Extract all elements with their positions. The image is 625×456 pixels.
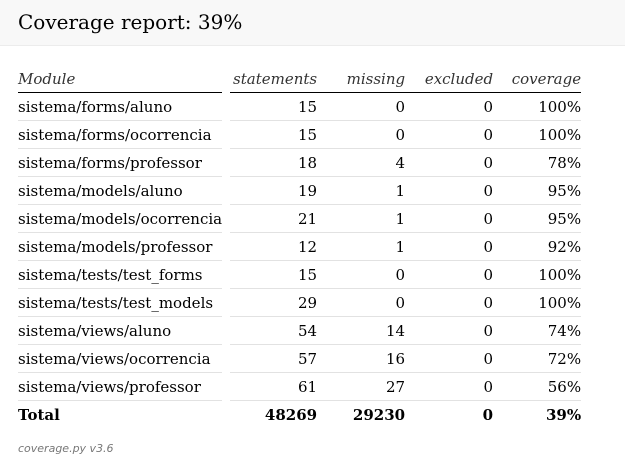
table-row[interactable]: sistema/forms/aluno 15 0 0 100%: [18, 92, 582, 121]
module-name[interactable]: sistema/forms/aluno: [18, 92, 223, 121]
excluded-cell: 0: [405, 232, 494, 261]
table-row[interactable]: sistema/models/professor 12 1 0 92%: [18, 232, 582, 261]
coverage-cell: 100%: [493, 288, 582, 317]
missing-cell: 0: [317, 288, 406, 317]
total-row: Total 48269 29230 0 39%: [18, 401, 581, 430]
module-name[interactable]: sistema/tests/test_forms: [18, 260, 223, 289]
module-name[interactable]: sistema/views/ocorrencia: [18, 344, 223, 373]
column-header-coverage[interactable]: coverage: [493, 66, 582, 93]
missing-cell: 27: [317, 372, 406, 401]
coverage-cell: 92%: [493, 232, 582, 261]
missing-cell: 4: [317, 148, 406, 177]
table-row[interactable]: sistema/tests/test_models 29 0 0 100%: [18, 288, 582, 317]
column-header-module[interactable]: Module: [18, 66, 223, 93]
coverage-table: Module statements missing excluded cover…: [18, 66, 582, 430]
module-name[interactable]: sistema/models/professor: [18, 232, 223, 261]
missing-cell: 1: [317, 204, 406, 233]
column-header-excluded[interactable]: excluded: [405, 66, 494, 93]
coverage-cell: 72%: [493, 344, 582, 373]
total-label: Total: [18, 406, 60, 424]
statements-cell: 18: [230, 148, 318, 177]
coverage-cell: 100%: [493, 92, 582, 121]
statements-cell: 15: [230, 260, 318, 289]
statements-cell: 54: [230, 316, 318, 345]
table-row[interactable]: sistema/forms/ocorrencia 15 0 0 100%: [18, 120, 582, 149]
coverage-cell: 56%: [493, 372, 582, 401]
coverage-cell: 100%: [493, 120, 582, 149]
total-excluded: 0: [482, 406, 494, 424]
table-row[interactable]: sistema/models/ocorrencia 21 1 0 95%: [18, 204, 582, 233]
table-row[interactable]: sistema/forms/professor 18 4 0 78%: [18, 148, 582, 177]
coverage-cell: 74%: [493, 316, 582, 345]
module-name[interactable]: sistema/forms/ocorrencia: [18, 120, 223, 149]
missing-cell: 14: [317, 316, 406, 345]
module-name[interactable]: sistema/models/ocorrencia: [18, 204, 223, 233]
missing-cell: 0: [317, 120, 406, 149]
statements-cell: 19: [230, 176, 318, 205]
excluded-cell: 0: [405, 148, 494, 177]
coverage-cell: 100%: [493, 260, 582, 289]
statements-cell: 12: [230, 232, 318, 261]
excluded-cell: 0: [405, 176, 494, 205]
coverage-cell: 95%: [493, 176, 582, 205]
excluded-cell: 0: [405, 372, 494, 401]
missing-cell: 0: [317, 260, 406, 289]
column-header-statements[interactable]: statements: [230, 66, 318, 93]
table-row[interactable]: sistema/models/aluno 19 1 0 95%: [18, 176, 582, 205]
statements-cell: 29: [230, 288, 318, 317]
excluded-cell: 0: [405, 260, 494, 289]
excluded-cell: 0: [405, 204, 494, 233]
missing-cell: 16: [317, 344, 406, 373]
footer-version: coverage.py v3.6: [18, 442, 114, 455]
total-statements: 48269: [264, 406, 318, 424]
module-name[interactable]: sistema/forms/professor: [18, 148, 223, 177]
report-header: Coverage report: 39%: [0, 0, 625, 46]
excluded-cell: 0: [405, 288, 494, 317]
excluded-cell: 0: [405, 316, 494, 345]
excluded-cell: 0: [405, 120, 494, 149]
statements-cell: 57: [230, 344, 318, 373]
statements-cell: 61: [230, 372, 318, 401]
excluded-cell: 0: [405, 344, 494, 373]
table-row[interactable]: sistema/views/professor 61 27 0 56%: [18, 372, 582, 401]
missing-cell: 0: [317, 92, 406, 121]
statements-cell: 15: [230, 120, 318, 149]
table-row[interactable]: sistema/views/ocorrencia 57 16 0 72%: [18, 344, 582, 373]
table-row[interactable]: sistema/tests/test_forms 15 0 0 100%: [18, 260, 582, 289]
table-header-row: Module statements missing excluded cover…: [18, 66, 582, 93]
missing-cell: 1: [317, 176, 406, 205]
module-name[interactable]: sistema/views/professor: [18, 372, 223, 401]
module-name[interactable]: sistema/tests/test_models: [18, 288, 223, 317]
excluded-cell: 0: [405, 92, 494, 121]
total-coverage: 39%: [545, 406, 582, 424]
report-content: Module statements missing excluded cover…: [0, 66, 625, 429]
module-name[interactable]: sistema/models/aluno: [18, 176, 223, 205]
coverage-cell: 95%: [493, 204, 582, 233]
statements-cell: 15: [230, 92, 318, 121]
column-header-missing[interactable]: missing: [317, 66, 406, 93]
missing-cell: 1: [317, 232, 406, 261]
page-title: Coverage report: 39%: [18, 10, 243, 34]
table-row[interactable]: sistema/views/aluno 54 14 0 74%: [18, 316, 582, 345]
module-name[interactable]: sistema/views/aluno: [18, 316, 223, 345]
statements-cell: 21: [230, 204, 318, 233]
total-missing: 29230: [352, 406, 406, 424]
coverage-cell: 78%: [493, 148, 582, 177]
